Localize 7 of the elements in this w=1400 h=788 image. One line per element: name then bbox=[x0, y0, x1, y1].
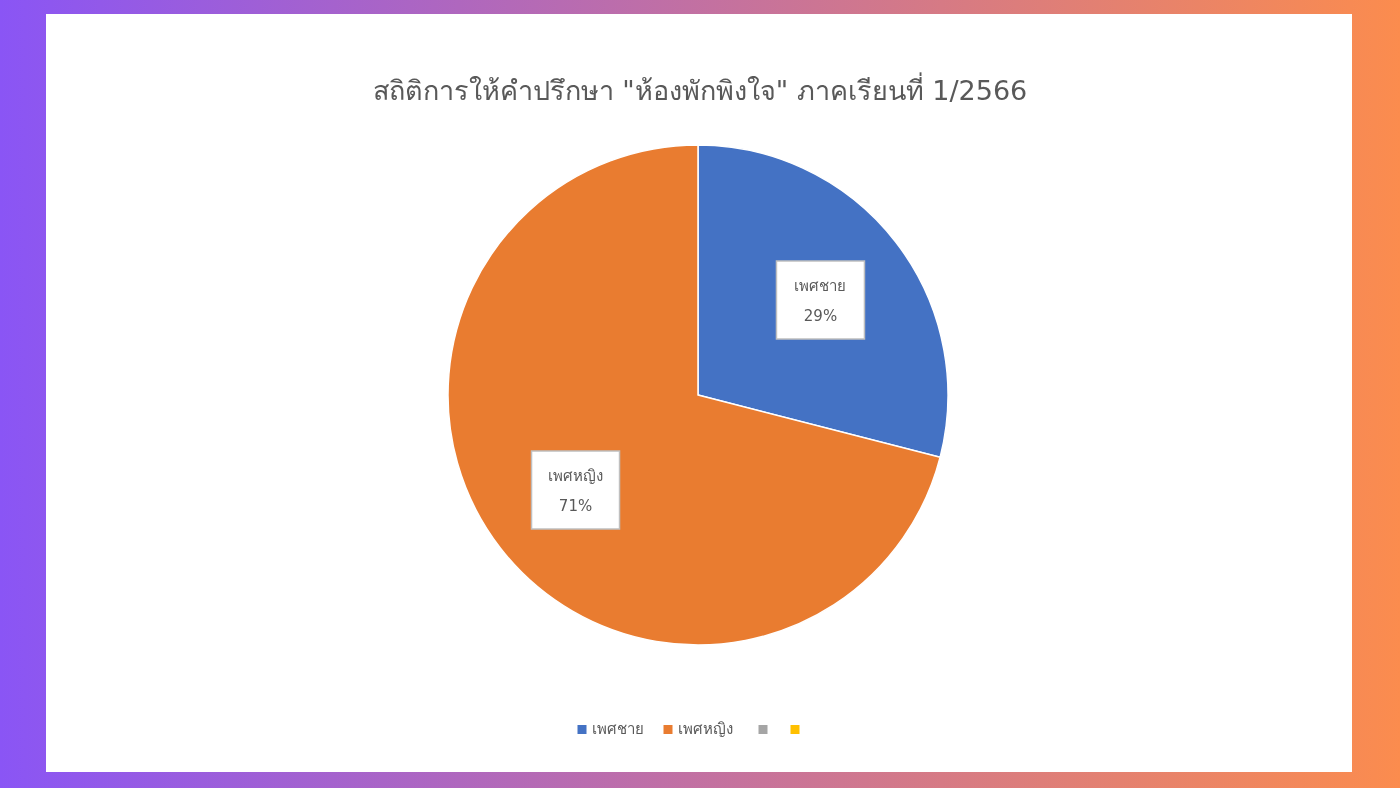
legend-label: เพศชาย bbox=[591, 720, 644, 738]
chart-title: สถิติการให้คำปรึกษา "ห้องพักพิงใจ" ภาคเรียนที่ 1/2566 bbox=[372, 72, 1028, 106]
data-label: 29% bbox=[803, 307, 838, 325]
data-label: 71% bbox=[558, 497, 593, 515]
legend-label: เพศหญิง bbox=[677, 720, 733, 738]
slice-label: เพศหญิง bbox=[548, 467, 604, 485]
slice-label: เพศชาย bbox=[794, 277, 847, 295]
